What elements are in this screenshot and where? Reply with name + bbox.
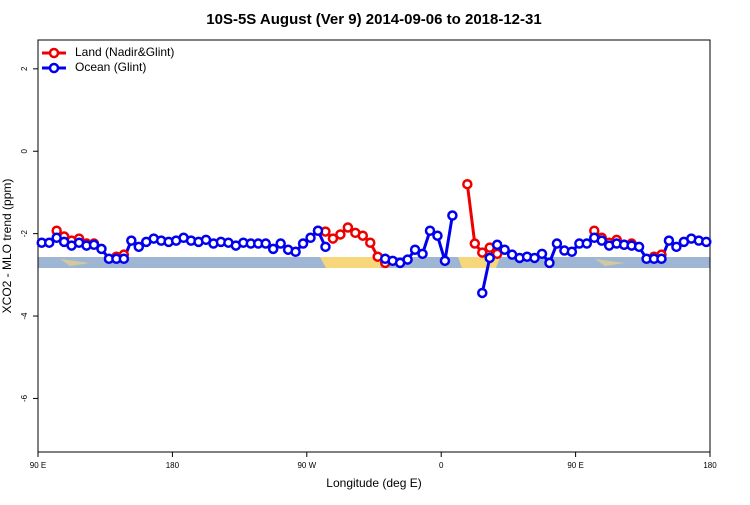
x-tick-label: 90 E <box>567 461 583 470</box>
data-point <box>342 222 354 233</box>
data-point <box>409 244 421 255</box>
data-point <box>477 247 488 258</box>
data-point <box>447 210 458 221</box>
data-point <box>43 237 55 248</box>
data-point <box>275 238 286 249</box>
data-point <box>118 253 130 265</box>
data-point <box>701 236 712 248</box>
data-point <box>357 230 369 241</box>
data-point <box>596 235 607 246</box>
data-point <box>424 225 436 237</box>
y-tick-label: 0 <box>20 148 29 153</box>
data-point <box>581 238 593 249</box>
data-point <box>462 178 473 190</box>
data-point <box>566 246 578 258</box>
map-strip <box>38 257 710 268</box>
data-point <box>96 243 107 255</box>
data-point <box>491 239 503 251</box>
x-tick-label: 90 E <box>30 461 46 470</box>
legend-marker <box>48 62 60 74</box>
data-point <box>469 238 481 249</box>
data-point <box>327 233 339 244</box>
y-tick-label: -4 <box>20 312 29 320</box>
data-point <box>477 287 488 299</box>
data-point <box>432 230 443 241</box>
y-tick-label: 2 <box>20 66 29 71</box>
data-point <box>365 237 376 248</box>
data-point <box>126 235 137 246</box>
y-axis-label: XCO2 - MLO trend (ppm) <box>0 179 14 314</box>
data-point <box>305 232 316 244</box>
x-tick-label: 180 <box>703 461 717 470</box>
data-point <box>335 229 346 240</box>
y-tick-label: -2 <box>20 230 29 238</box>
x-tick-label: 180 <box>166 461 180 470</box>
x-axis-label: Longitude (deg E) <box>326 476 421 490</box>
y-tick-label: -6 <box>20 394 29 402</box>
data-point <box>544 257 555 269</box>
legend-label: Land (Nadir&Glint) <box>75 45 174 59</box>
x-tick-label: 90 W <box>297 461 316 470</box>
data-point <box>320 241 331 253</box>
data-point <box>402 254 413 265</box>
data-point <box>656 253 667 265</box>
data-point <box>267 243 279 255</box>
data-point <box>312 225 324 237</box>
data-point <box>417 248 428 260</box>
legend-marker <box>48 47 60 59</box>
x-tick-label: 0 <box>439 461 444 470</box>
data-point <box>484 252 495 264</box>
data-point <box>529 252 540 264</box>
data-point <box>51 232 62 244</box>
data-point <box>671 241 682 253</box>
data-point <box>439 255 451 267</box>
data-point <box>260 238 271 249</box>
legend-label: Ocean (Glint) <box>75 60 146 74</box>
chart-title: 10S-5S August (Ver 9) 2014-09-06 to 2018… <box>206 11 541 28</box>
data-point <box>297 238 309 249</box>
data-point <box>88 239 100 251</box>
data-point <box>551 238 563 249</box>
data-point <box>633 241 645 253</box>
data-point <box>133 241 145 253</box>
data-point <box>499 244 510 255</box>
data-point <box>663 235 675 246</box>
data-point <box>290 246 301 258</box>
data-point <box>536 248 548 260</box>
